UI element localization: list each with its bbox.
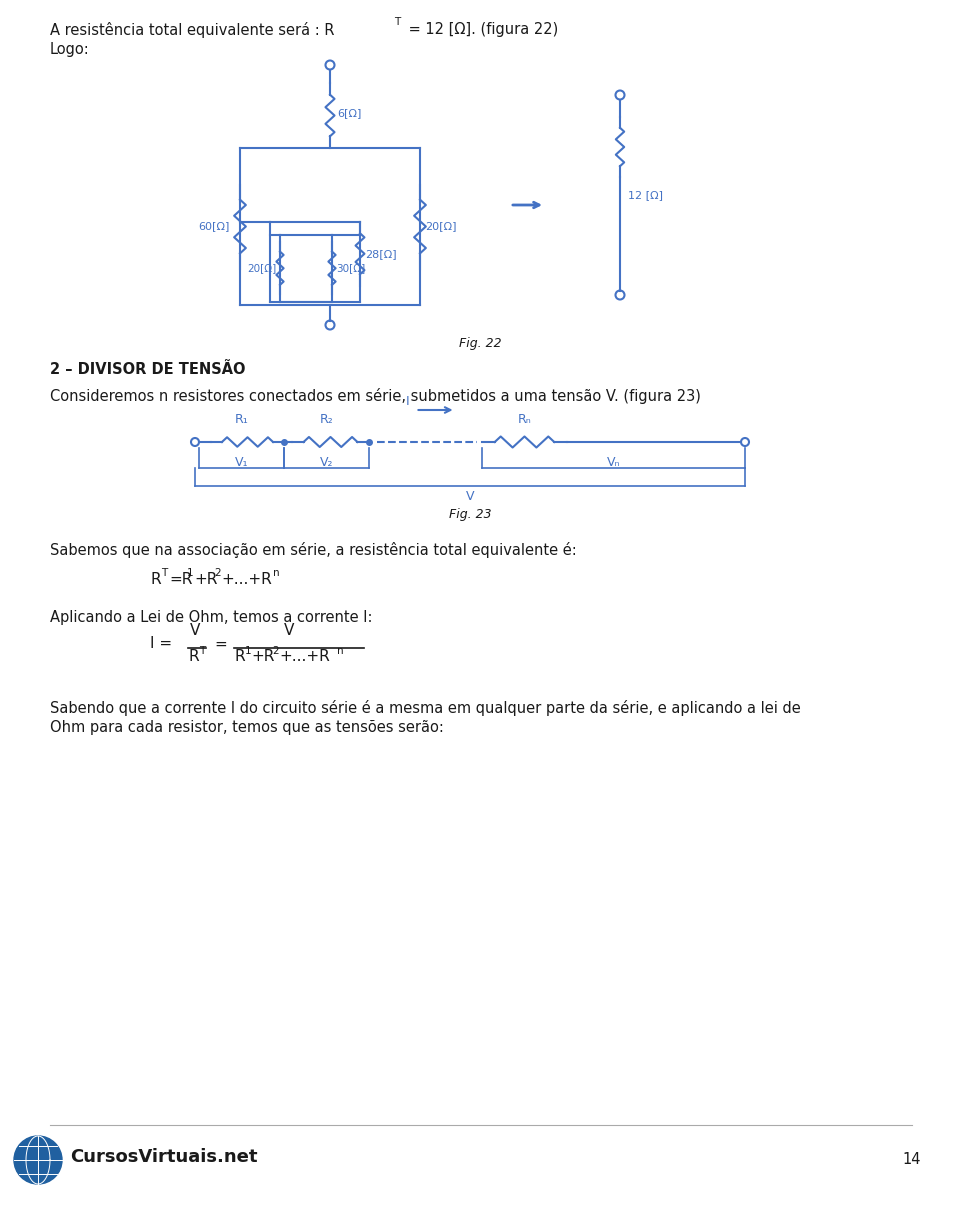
Text: T: T xyxy=(161,567,167,577)
Text: 2 – DIVISOR DE TENSÃO: 2 – DIVISOR DE TENSÃO xyxy=(50,362,246,377)
Text: V: V xyxy=(190,623,201,638)
Text: Fig. 23: Fig. 23 xyxy=(448,508,492,521)
Text: n: n xyxy=(337,647,344,656)
Text: +R: +R xyxy=(251,649,275,664)
Text: 28[Ω]: 28[Ω] xyxy=(365,249,396,259)
Text: +...+R: +...+R xyxy=(279,649,329,664)
Text: 14: 14 xyxy=(902,1153,922,1168)
Text: 12 [Ω]: 12 [Ω] xyxy=(628,190,663,200)
Text: Rₙ: Rₙ xyxy=(517,414,532,426)
Text: R₂: R₂ xyxy=(320,414,333,426)
Text: R: R xyxy=(234,649,245,664)
Text: 20[Ω]: 20[Ω] xyxy=(425,222,457,232)
Text: = 12 [Ω]. (figura 22): = 12 [Ω]. (figura 22) xyxy=(404,22,559,37)
Text: 2: 2 xyxy=(214,567,221,577)
Text: 30[Ω]: 30[Ω] xyxy=(336,264,365,273)
Text: Consideremos n resistores conectados em série, submetidos a uma tensão V. (figur: Consideremos n resistores conectados em … xyxy=(50,388,701,404)
Text: V₂: V₂ xyxy=(320,456,333,468)
Text: T: T xyxy=(199,647,205,656)
Text: V₁: V₁ xyxy=(235,456,249,468)
Text: CursosVirtuais.net: CursosVirtuais.net xyxy=(70,1148,257,1166)
Text: 60[Ω]: 60[Ω] xyxy=(198,222,229,232)
Text: R: R xyxy=(150,572,160,587)
Text: Sabemos que na associação em série, a resistência total equivalente é:: Sabemos que na associação em série, a re… xyxy=(50,542,577,558)
Text: Vₙ: Vₙ xyxy=(607,456,620,468)
Text: I =: I = xyxy=(150,637,172,651)
Text: Fig. 22: Fig. 22 xyxy=(459,337,501,350)
Text: 1: 1 xyxy=(245,647,252,656)
Text: R: R xyxy=(188,649,199,664)
Text: A resistência total equivalente será : R: A resistência total equivalente será : R xyxy=(50,22,334,38)
Text: +...+R: +...+R xyxy=(221,572,272,587)
Text: 2: 2 xyxy=(272,647,278,656)
Text: Aplicando a Lei de Ohm, temos a corrente I:: Aplicando a Lei de Ohm, temos a corrente… xyxy=(50,610,372,625)
Text: V: V xyxy=(466,490,474,503)
Text: Logo:: Logo: xyxy=(50,41,89,57)
Text: T: T xyxy=(394,17,400,27)
Text: V: V xyxy=(284,623,295,638)
Text: 20[Ω]: 20[Ω] xyxy=(247,264,276,273)
Text: =R: =R xyxy=(169,572,192,587)
Text: R₁: R₁ xyxy=(234,414,249,426)
Text: +R: +R xyxy=(194,572,217,587)
Circle shape xyxy=(14,1136,62,1183)
Text: n: n xyxy=(273,567,279,577)
Text: =: = xyxy=(214,637,227,651)
Text: I: I xyxy=(406,395,409,407)
Text: Ohm para cada resistor, temos que as tensões serão:: Ohm para cada resistor, temos que as ten… xyxy=(50,720,444,734)
Text: 1: 1 xyxy=(187,567,194,577)
Text: Sabendo que a corrente I do circuito série é a mesma em qualquer parte da série,: Sabendo que a corrente I do circuito sér… xyxy=(50,700,801,716)
Text: 6[Ω]: 6[Ω] xyxy=(337,109,361,118)
